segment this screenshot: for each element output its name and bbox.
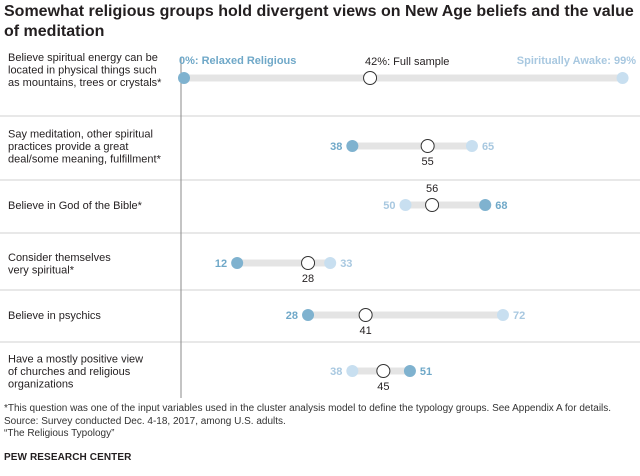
row-label-line: Believe in God of the Bible* [8,200,143,212]
relaxed-religious-value-label: 68 [495,200,507,212]
relaxed-religious-dot [302,309,315,321]
full-sample-dot [425,198,440,212]
row-label-line: practices provide a great [8,141,128,153]
spiritually-awake-value-label: 38 [330,366,342,378]
relaxed-religious-value-label: 38 [330,141,342,153]
source-note: Source: Survey conducted Dec. 4-18, 2017… [4,415,286,427]
relaxed-religious-value-label: 28 [286,310,298,322]
row-label-line: organizations [8,379,74,391]
spiritually-awake-value-label: 33 [340,258,352,270]
row-label-line: very spiritual* [8,264,75,276]
full-sample-dot [376,364,391,378]
row-label-line: Believe in psychics [8,310,101,322]
full-sample-dot [420,139,435,153]
chart-title: Somewhat religious groups hold divergent… [4,3,634,40]
full-sample-dot [363,71,378,85]
row-label-line: Believe spiritual energy can be [8,52,158,64]
row-label-line: as mountains, trees or crystals* [8,77,162,89]
spiritually-awake-dot [324,257,337,269]
full-sample-dot [301,256,316,270]
report-title-note: “The Religious Typology” [4,428,115,439]
full-sample-value-label: 56 [426,183,438,195]
relaxed-religious-legend-label: 0%: Relaxed Religious [179,55,296,67]
full-sample-value-label: 55 [422,156,434,168]
full-sample-dot [358,308,373,322]
spiritually-awake-value-label: 65 [482,141,494,153]
spiritually-awake-legend-label: Spiritually Awake: 99% [517,55,636,67]
row-label-line: of churches and religious [8,366,131,378]
spiritually-awake-dot [465,140,478,152]
row-label-line: located in physical things such [8,65,157,77]
row-label-line: deal/some meaning, fulfillment* [8,154,162,166]
spiritually-awake-value-label: 72 [513,310,525,322]
full-sample-value-label: 41 [360,325,372,337]
row-label-line: Consider themselves [8,252,111,264]
relaxed-religious-value-label: 12 [215,258,227,270]
organization-name: PEW RESEARCH CENTER [4,452,132,463]
footnote: *This question was one of the input vari… [4,403,612,414]
relaxed-religious-dot [479,199,492,211]
spiritually-awake-dot [496,309,509,321]
relaxed-religious-dot [346,140,359,152]
relaxed-religious-value-label: 51 [420,366,432,378]
relaxed-religious-dot [403,365,416,377]
spiritually-awake-dot [399,199,412,211]
full-sample-value-label: 45 [377,381,389,393]
spiritually-awake-dot [616,72,629,84]
relaxed-religious-dot [231,257,244,269]
spiritually-awake-value-label: 50 [383,200,395,212]
full-sample-legend-label: 42%: Full sample [365,56,449,68]
full-sample-value-label: 28 [302,273,314,285]
spiritually-awake-dot [346,365,359,377]
row-label-line: Say meditation, other spiritual [8,129,153,141]
chart-notes: *This question was one of the input vari… [4,403,636,441]
relaxed-religious-dot [178,72,190,84]
row-label-line: Have a mostly positive view [8,354,143,366]
